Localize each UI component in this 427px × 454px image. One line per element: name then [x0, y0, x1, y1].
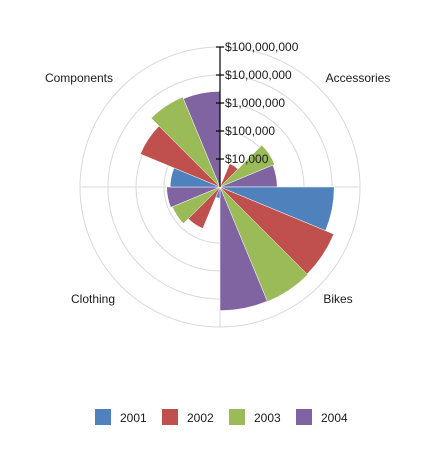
- bar-2003-bikes: [219, 186, 309, 302]
- radial-axis: $10,000 $100,000 $1,000,000 $10,000,000 $100…: [216, 40, 299, 187]
- bar-2003-components: [150, 96, 221, 188]
- tick-label: $10,000: [225, 152, 269, 166]
- legend: 2001 2002 2003 2004: [95, 409, 348, 425]
- legend-swatch-2004: [296, 409, 312, 425]
- tick-label: $1,000,000: [225, 96, 285, 110]
- category-label-clothing: Clothing: [71, 292, 115, 306]
- legend-label-2002: 2002: [187, 411, 214, 425]
- category-labels: Accessories Bikes Clothing Components: [45, 71, 390, 306]
- category-label-bikes: Bikes: [323, 292, 352, 306]
- tick-label: $100,000,000: [225, 40, 299, 54]
- category-label-accessories: Accessories: [326, 71, 391, 85]
- legend-label-2003: 2003: [254, 411, 281, 425]
- bar-2003-accessories: [219, 144, 276, 188]
- legend-swatch-2003: [229, 409, 245, 425]
- bar-2004-clothing: [166, 186, 221, 208]
- bar-2004-bikes: [219, 186, 268, 311]
- bars: [140, 91, 335, 311]
- legend-label-2001: 2001: [120, 411, 147, 425]
- tick-label: $10,000,000: [225, 68, 292, 82]
- legend-label-2004: 2004: [321, 411, 348, 425]
- tick-label: $100,000: [225, 124, 275, 138]
- legend-swatch-2001: [95, 409, 111, 425]
- legend-swatch-2002: [162, 409, 178, 425]
- category-label-components: Components: [45, 71, 113, 85]
